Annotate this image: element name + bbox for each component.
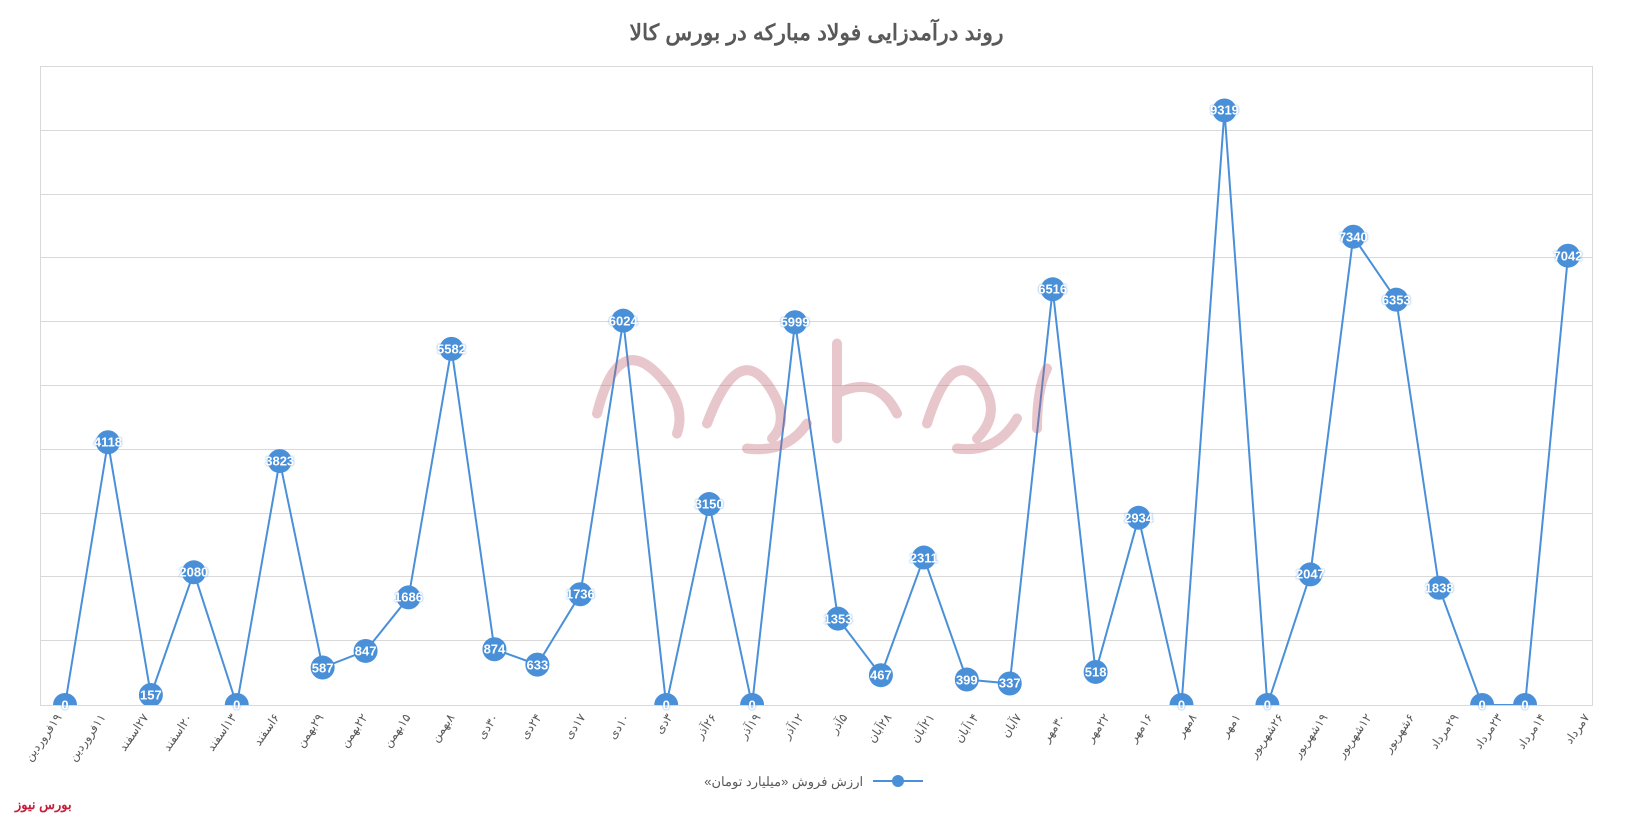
footer-brand: بورس نیوز bbox=[15, 797, 72, 813]
chart-title: روند درآمدزایی فولاد مبارکه در بورس کالا bbox=[40, 20, 1593, 46]
chart-container: روند درآمدزایی فولاد مبارکه در بورس کالا… bbox=[0, 0, 1633, 821]
x-axis-label: ۷مرداد bbox=[1580, 711, 1626, 743]
plot-area: 0411815720800382358784716865582874633173… bbox=[40, 66, 1593, 706]
legend-label: ارزش فروش «میلیارد تومان» bbox=[704, 774, 863, 789]
legend-marker bbox=[873, 774, 923, 791]
x-axis-labels: ۷مرداد۱۴مرداد۲۳مرداد۲۹مرداد۶شهریور۱۲شهری… bbox=[40, 706, 1593, 766]
line-chart-svg bbox=[41, 67, 1592, 705]
legend: ارزش فروش «میلیارد تومان» bbox=[40, 766, 1593, 799]
